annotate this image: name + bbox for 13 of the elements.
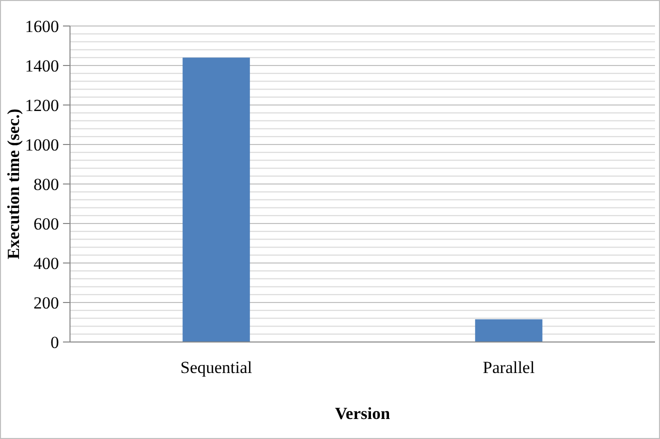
x-axis-title: Version — [334, 404, 391, 423]
y-axis-title: Execution time (sec.) — [4, 108, 23, 260]
x-tick-label: Parallel — [482, 358, 535, 377]
y-tick-label: 1000 — [25, 135, 59, 154]
y-tick-label: 800 — [34, 174, 59, 194]
y-tick-label: 1200 — [25, 96, 59, 115]
y-tick-label: 0 — [50, 332, 59, 352]
y-tick-label: 1400 — [25, 56, 59, 76]
x-tick-label: Sequential — [180, 358, 252, 377]
y-tick-label: 400 — [34, 254, 59, 273]
y-tick-label: 1600 — [25, 16, 59, 36]
y-tick-label: 600 — [34, 214, 59, 234]
y-tick-label: 200 — [34, 293, 59, 312]
